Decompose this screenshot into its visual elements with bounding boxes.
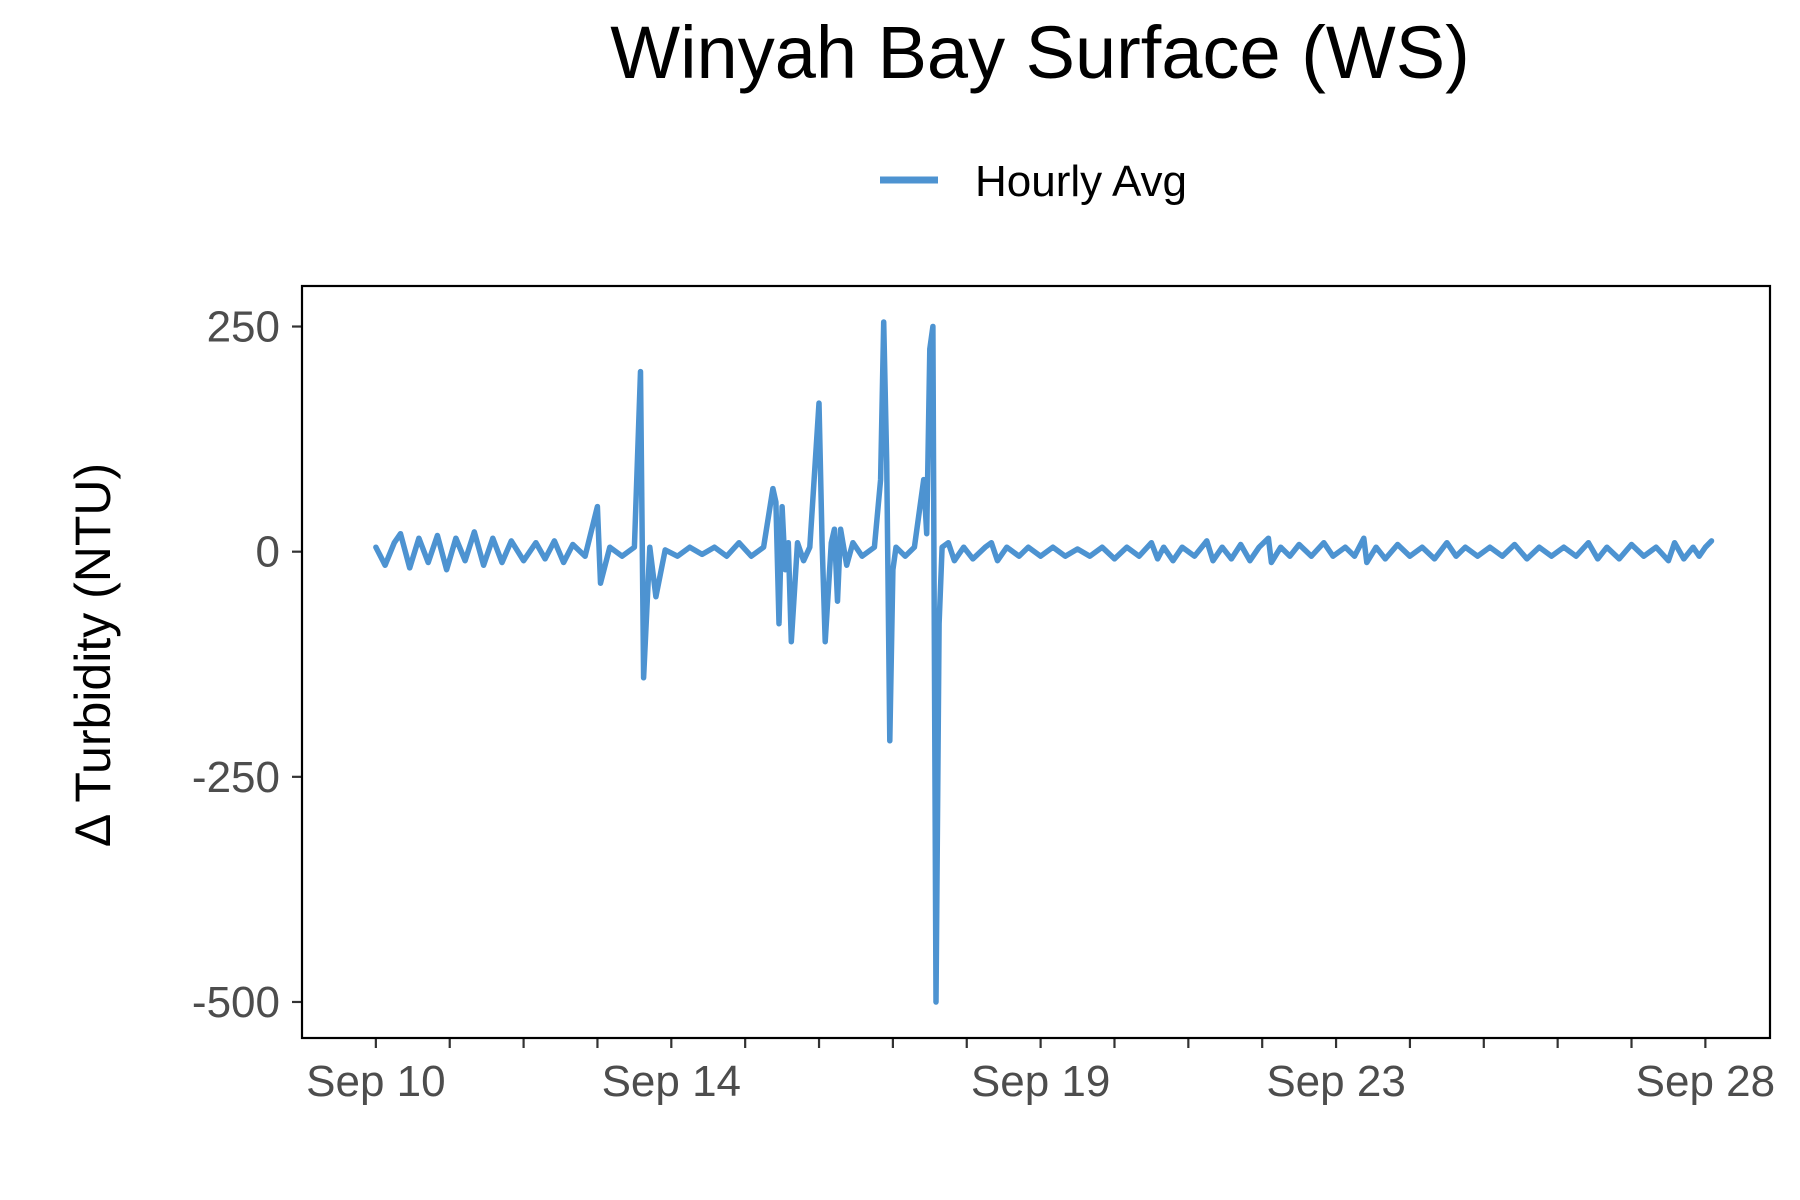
y-tick-label: -250 [192, 753, 280, 802]
y-tick-label: 0 [256, 528, 280, 577]
y-tick-label: 250 [207, 303, 280, 352]
x-tick-label: Sep 14 [602, 1057, 741, 1106]
plot-panel-border [300, 284, 1772, 1040]
y-axis: 250 0 -250 -500 [192, 303, 302, 1027]
y-tick-label: -500 [192, 978, 280, 1027]
x-tick-label: Sep 28 [1636, 1057, 1775, 1106]
x-tick-label: Sep 19 [971, 1057, 1110, 1106]
x-tick-label: Sep 23 [1266, 1057, 1405, 1106]
y-axis-title: Δ Turbidity (NTU) [65, 463, 121, 847]
series-line-0 [373, 319, 1715, 1005]
legend-label-hourly-avg: Hourly Avg [975, 157, 1187, 206]
plot-area [373, 319, 1715, 1005]
y-axis-title-group: Δ Turbidity (NTU) [65, 463, 121, 847]
legend: Hourly Avg [880, 157, 1187, 206]
x-axis: Sep 10 Sep 14 Sep 19 Sep 23 Sep 28 [306, 1038, 1775, 1106]
chart-title: Winyah Bay Surface (WS) [610, 11, 1469, 94]
x-tick-label: Sep 10 [306, 1057, 445, 1106]
